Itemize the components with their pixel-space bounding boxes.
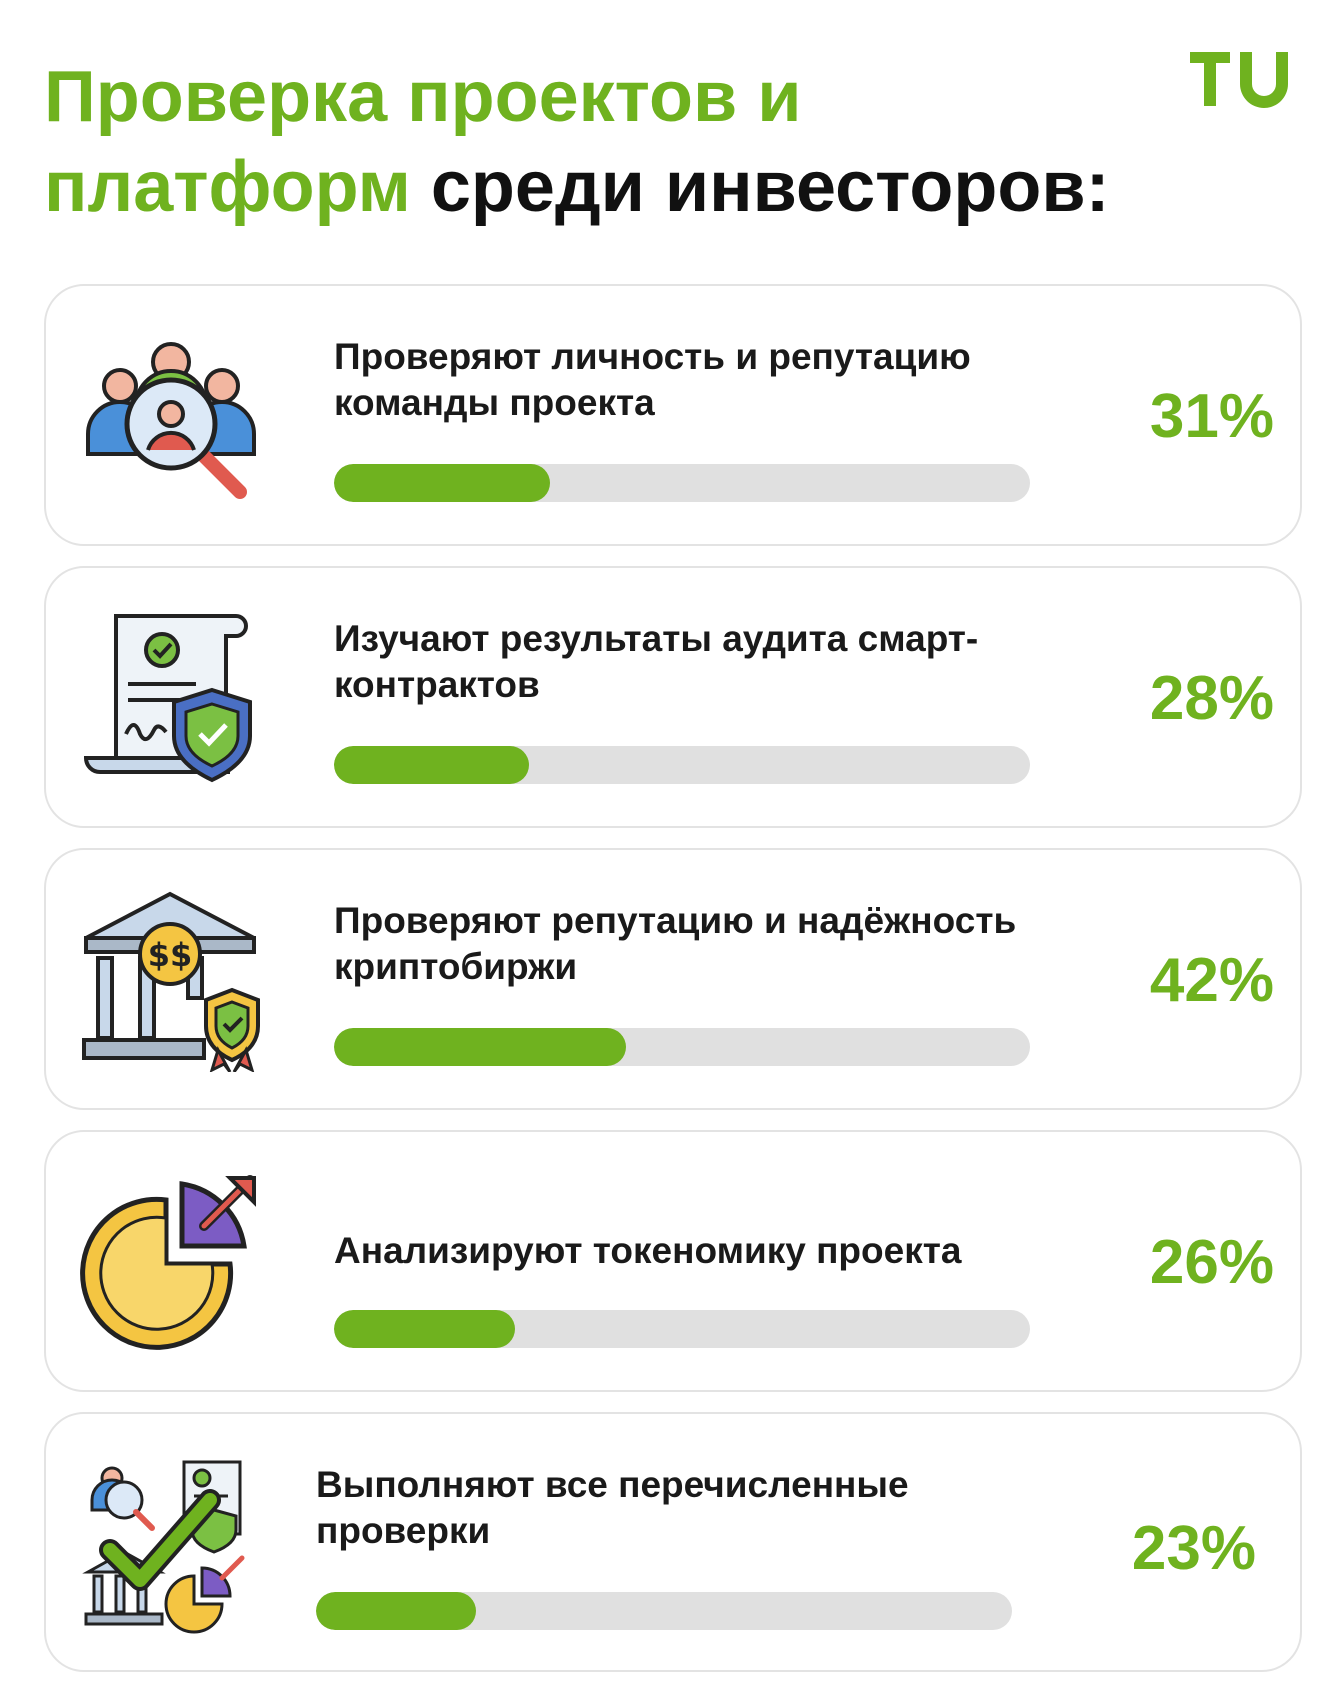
all-checks-icon [82,1460,245,1634]
survey-row-2: Изучают результаты аудита смарт-контракт… [44,566,1302,828]
progress-track [316,1592,1012,1630]
audit-document-icon [83,614,252,783]
survey-row-3: $$ Проверяют репутацию и надёжность крип… [44,848,1302,1110]
title-green-part: Проверка проектов и платформ [44,57,802,227]
progress-track [334,1310,1030,1348]
bank-shield-icon: $$ [82,891,260,1072]
row-percent: 26% [1149,1228,1274,1297]
row-label: Проверяют репутацию и надёжность криптоб… [334,900,1017,987]
progress-fill [334,464,550,502]
svg-text:$$: $$ [148,936,193,974]
row-label: Выполняют все перечисленные проверки [316,1464,909,1551]
title-black-part: среди инвесторов: [430,147,1110,227]
survey-row-5: Выполняют все перечисленные проверки 23% [44,1412,1302,1672]
progress-fill [316,1592,477,1630]
row-percent: 28% [1149,664,1274,733]
team-search-icon [86,342,256,499]
progress-fill [334,1310,515,1348]
page-title: Проверка проектов и платформ среди инвес… [44,52,1124,232]
row-percent: 42% [1149,946,1274,1015]
row-percent: 31% [1149,382,1274,451]
row-percent: 23% [1131,1514,1256,1583]
progress-track [334,464,1030,502]
row-label: Проверяют личность и репутацию команды п… [334,336,971,423]
progress-fill [334,746,529,784]
progress-track [334,746,1030,784]
row-label: Анализируют токеномику проекта [334,1230,962,1271]
progress-fill [334,1028,627,1066]
survey-row-4: Анализируют токеномику проекта 26% [44,1130,1302,1392]
progress-track [334,1028,1030,1066]
pie-chart-growth-icon [80,1175,256,1350]
tu-logo [1190,52,1288,108]
row-label: Изучают результаты аудита смарт-контракт… [334,618,979,705]
survey-row-1: Проверяют личность и репутацию команды п… [44,284,1302,546]
